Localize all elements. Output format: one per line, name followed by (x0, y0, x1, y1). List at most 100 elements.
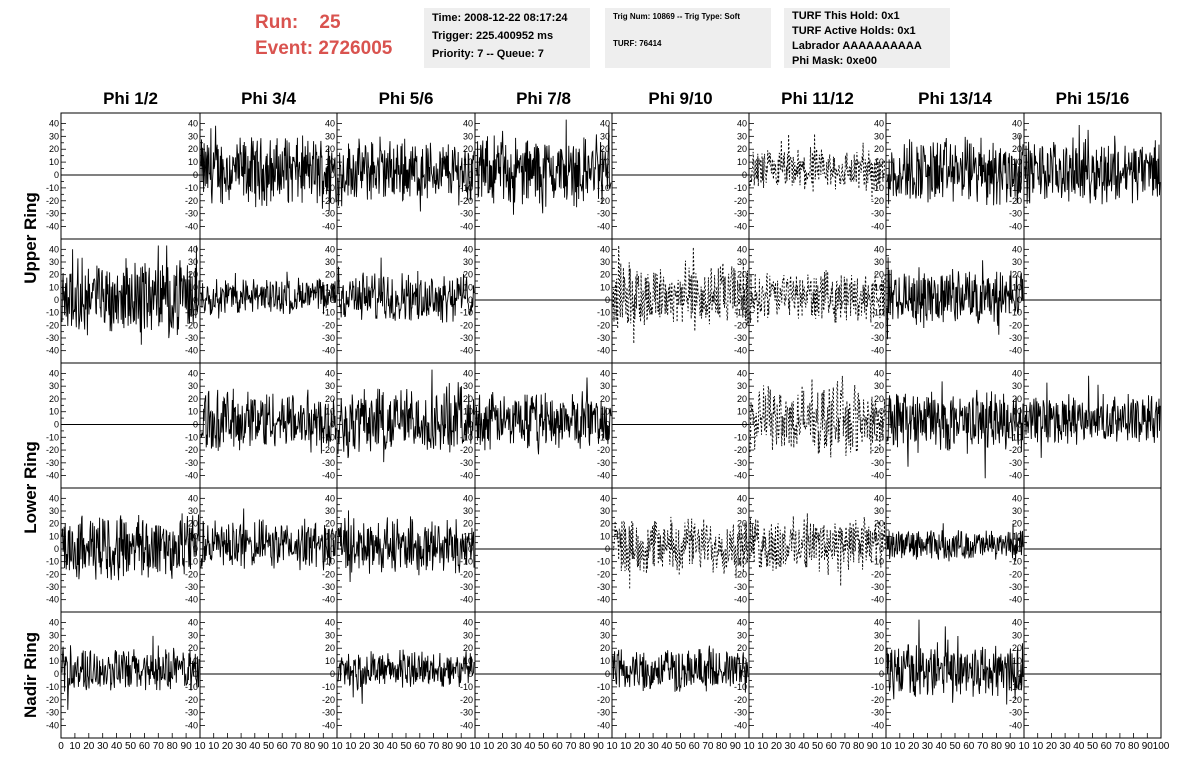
y-tick-label: 20 (463, 270, 473, 280)
y-tick-label: -20 (1009, 695, 1022, 705)
y-tick-label: -40 (322, 222, 335, 232)
y-tick-label: 40 (1012, 617, 1022, 627)
y-tick-label: -30 (734, 333, 747, 343)
x-tick-label: 70 (428, 741, 440, 752)
y-tick-label: 0 (468, 669, 473, 679)
x-tick-label: 70 (977, 741, 989, 752)
y-tick-label: -10 (597, 557, 610, 567)
column-title: Phi 13/14 (918, 89, 992, 108)
y-tick-label: 40 (463, 244, 473, 254)
y-tick-label: 10 (1012, 656, 1022, 666)
y-tick-label: 20 (1012, 519, 1022, 529)
y-tick-label: -30 (460, 333, 473, 343)
x-tick-label: 30 (511, 741, 523, 752)
y-tick-label: -30 (734, 209, 747, 219)
y-tick-label: 20 (737, 270, 747, 280)
panel-frame (60, 487, 201, 613)
x-tick-label: 60 (963, 741, 975, 752)
y-tick-label: 30 (874, 131, 884, 141)
y-tick-label: 20 (737, 519, 747, 529)
y-tick-label: -30 (185, 458, 198, 468)
y-tick-label: -40 (46, 222, 59, 232)
y-tick-label: -20 (322, 569, 335, 579)
waveform-trace (337, 649, 475, 704)
y-tick-label: -40 (1009, 346, 1022, 356)
y-tick-label: 0 (1017, 420, 1022, 430)
y-tick-label: -40 (734, 721, 747, 731)
x-tick-label: 50 (263, 741, 275, 752)
y-tick-label: -20 (185, 320, 198, 330)
y-tick-label: 30 (325, 506, 335, 516)
x-tick-label: 90 (867, 741, 879, 752)
x-tick-label: 40 (936, 741, 948, 752)
y-tick-label: 20 (874, 270, 884, 280)
y-tick-label: 30 (600, 257, 610, 267)
x-tick-label: 60 (277, 741, 289, 752)
y-tick-label: 0 (742, 669, 747, 679)
y-tick-label: -20 (734, 445, 747, 455)
run-line: Run: 25 (255, 12, 341, 34)
y-tick-label: -40 (734, 346, 747, 356)
y-tick-label: -30 (185, 582, 198, 592)
y-tick-label: 10 (325, 407, 335, 417)
x-tick-label: 40 (1073, 741, 1085, 752)
y-tick-label: 0 (193, 544, 198, 554)
y-tick-label: 30 (737, 630, 747, 640)
turf-info-box: TURF This Hold: 0x1 TURF Active Holds: 0… (784, 8, 950, 68)
y-tick-label: -30 (46, 582, 59, 592)
run-event-box: Run: 25 Event: 2726005 (245, 8, 417, 64)
y-tick-label: 0 (879, 295, 884, 305)
y-tick-label: 30 (600, 131, 610, 141)
x-tick-label: 10 (469, 741, 481, 752)
y-tick-label: 10 (1012, 407, 1022, 417)
y-tick-label: 30 (188, 381, 198, 391)
y-tick-label: 40 (325, 244, 335, 254)
y-tick-label: -10 (322, 308, 335, 318)
y-tick-label: 30 (49, 630, 59, 640)
y-tick-label: 0 (330, 420, 335, 430)
y-tick-label: 10 (600, 531, 610, 541)
y-tick-label: -30 (185, 708, 198, 718)
y-tick-label: 40 (188, 118, 198, 128)
panel-frame (611, 362, 750, 489)
y-tick-label: 10 (188, 157, 198, 167)
y-tick-label: 30 (49, 131, 59, 141)
x-tick-label: 90 (730, 741, 742, 752)
y-tick-label: 40 (188, 493, 198, 503)
y-tick-label: -10 (185, 557, 198, 567)
y-tick-label: 40 (1012, 368, 1022, 378)
y-tick-label: 0 (1017, 544, 1022, 554)
y-tick-label: 30 (188, 131, 198, 141)
y-tick-label: 40 (874, 118, 884, 128)
y-tick-label: 10 (325, 531, 335, 541)
y-tick-label: -10 (871, 682, 884, 692)
waveform-trace (337, 510, 475, 583)
y-tick-label: -10 (871, 183, 884, 193)
y-tick-label: -10 (322, 432, 335, 442)
y-tick-label: -30 (460, 209, 473, 219)
x-tick-label: 70 (153, 741, 165, 752)
x-tick-label: 10 (880, 741, 892, 752)
y-tick-label: 20 (463, 519, 473, 529)
y-tick-label: -40 (597, 222, 610, 232)
y-tick-label: -30 (460, 458, 473, 468)
labrador-text: Labrador AAAAAAAAAA (792, 40, 922, 52)
y-tick-label: 0 (1017, 295, 1022, 305)
x-tick-label: 80 (579, 741, 591, 752)
waveform-trace (612, 245, 749, 344)
y-tick-label: 0 (605, 544, 610, 554)
x-tick-label: 80 (1128, 741, 1140, 752)
y-tick-label: 40 (49, 493, 59, 503)
y-tick-label: -40 (460, 721, 473, 731)
y-tick-label: 30 (600, 506, 610, 516)
y-tick-label: -40 (597, 471, 610, 481)
y-tick-label: -10 (597, 183, 610, 193)
y-tick-label: 30 (737, 381, 747, 391)
y-tick-label: 0 (54, 420, 59, 430)
y-tick-label: 20 (49, 394, 59, 404)
row-title: Nadir Ring (21, 632, 40, 718)
y-tick-label: -10 (460, 308, 473, 318)
y-tick-label: -40 (185, 471, 198, 481)
y-tick-label: 10 (325, 656, 335, 666)
y-tick-label: 20 (325, 144, 335, 154)
